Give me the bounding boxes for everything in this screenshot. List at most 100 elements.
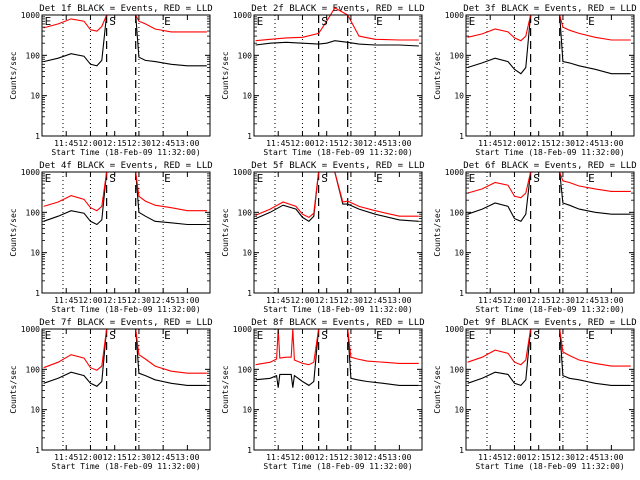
x-axis-title: Start Time (18-Feb-09 11:32:00) [51,462,200,471]
event-marker-label: S [533,172,540,185]
x-tick-label: 12:45 [151,453,175,462]
y-axis-title: Counts/sec [221,365,230,413]
event-marker-label: E [588,329,595,342]
y-axis-title: Counts/sec [221,208,230,256]
plot-frame [465,328,635,451]
y-tick-label: 1000 [445,325,464,334]
event-marker-label: E [164,329,171,342]
y-tick-label: 10 [30,92,40,101]
y-tick-label: 1 [35,289,40,298]
black-events-line [255,40,419,47]
plot-frame [253,328,423,451]
event-marker-label: E [164,172,171,185]
x-tick-label: 12:30 [127,296,151,305]
red-lld-line [467,171,631,199]
x-tick-label: 12:00 [502,139,526,148]
panel-title: Det 3f BLACK = Events, RED = LLD [463,4,636,14]
y-tick-label: 1 [35,446,40,455]
x-axis-title: Start Time (18-Feb-09 11:32:00) [475,462,624,471]
x-tick-label: 13:00 [599,296,623,305]
x-tick-label: 12:15 [103,296,127,305]
panel-title: Det 5f BLACK = Events, RED = LLD [251,161,424,171]
x-tick-label: 13:00 [387,296,411,305]
event-marker-label: S [109,15,116,28]
y-tick-label: 10 [242,406,252,415]
x-tick-label: 12:30 [551,139,575,148]
black-events-line [255,328,419,388]
y-tick-label: 100 [450,51,465,60]
panel-title: Det 9f BLACK = Events, RED = LLD [463,318,636,328]
event-marker-label: E [469,329,476,342]
x-tick-label: 12:00 [290,296,314,305]
x-tick-label: 11:45 [478,453,502,462]
y-axis-title: Counts/sec [433,365,442,413]
event-marker-label: S [321,15,328,28]
red-lld-line [467,328,631,367]
y-axis-title: Counts/sec [433,51,442,99]
x-tick-label: 12:15 [527,139,551,148]
x-tick-label: 11:45 [54,296,78,305]
event-marker-label: E [376,172,383,185]
event-marker-label: E [376,15,383,28]
y-tick-label: 10 [30,406,40,415]
y-tick-label: 1000 [233,168,252,177]
x-tick-label: 11:45 [266,296,290,305]
x-tick-label: 11:45 [266,139,290,148]
x-tick-label: 11:45 [266,453,290,462]
plot-frame [465,14,635,137]
y-tick-label: 1000 [233,11,252,20]
x-axis-title: Start Time (18-Feb-09 11:32:00) [475,148,624,157]
event-marker-label: E [257,329,264,342]
red-lld-line [255,171,419,219]
x-tick-label: 12:00 [502,453,526,462]
black-events-line [43,14,207,67]
x-axis-title: Start Time (18-Feb-09 11:32:00) [51,148,200,157]
x-tick-label: 12:15 [315,453,339,462]
x-tick-label: 11:45 [54,453,78,462]
y-tick-label: 10 [242,92,252,101]
y-tick-label: 10 [242,249,252,258]
event-marker-label: E [469,15,476,28]
x-tick-label: 13:00 [599,453,623,462]
red-lld-line [255,328,419,366]
event-marker-label: S [533,15,540,28]
y-tick-label: 1 [247,446,252,455]
x-tick-label: 12:00 [78,453,102,462]
plot-frame [253,14,423,137]
y-tick-label: 10 [30,249,40,258]
x-tick-label: 13:00 [387,453,411,462]
x-tick-label: 12:30 [551,296,575,305]
x-tick-label: 12:15 [103,139,127,148]
event-marker-label: E [588,15,595,28]
event-marker-label: S [321,172,328,185]
x-tick-label: 12:45 [151,296,175,305]
red-lld-line [43,14,207,33]
event-marker-label: E [257,15,264,28]
x-axis-title: Start Time (18-Feb-09 11:32:00) [263,462,412,471]
y-axis-title: Counts/sec [221,51,230,99]
panel-title: Det 6f BLACK = Events, RED = LLD [463,161,636,171]
y-tick-label: 100 [238,365,253,374]
event-marker-label: E [45,15,52,28]
plot-frame [465,171,635,294]
x-tick-label: 12:45 [363,139,387,148]
x-tick-label: 12:15 [527,453,551,462]
y-tick-label: 100 [238,208,253,217]
panel-title: Det 7f BLACK = Events, RED = LLD [39,318,212,328]
panel-title: Det 2f BLACK = Events, RED = LLD [251,4,424,14]
x-tick-label: 13:00 [387,139,411,148]
event-marker-label: S [109,172,116,185]
y-axis-title: Counts/sec [9,365,18,413]
event-marker-label: E [376,329,383,342]
y-tick-label: 100 [238,51,253,60]
y-tick-label: 10 [454,92,464,101]
x-tick-label: 12:30 [551,453,575,462]
x-tick-label: 13:00 [175,296,199,305]
event-marker-label: S [533,329,540,342]
event-marker-label: E [469,172,476,185]
y-tick-label: 1000 [21,325,40,334]
